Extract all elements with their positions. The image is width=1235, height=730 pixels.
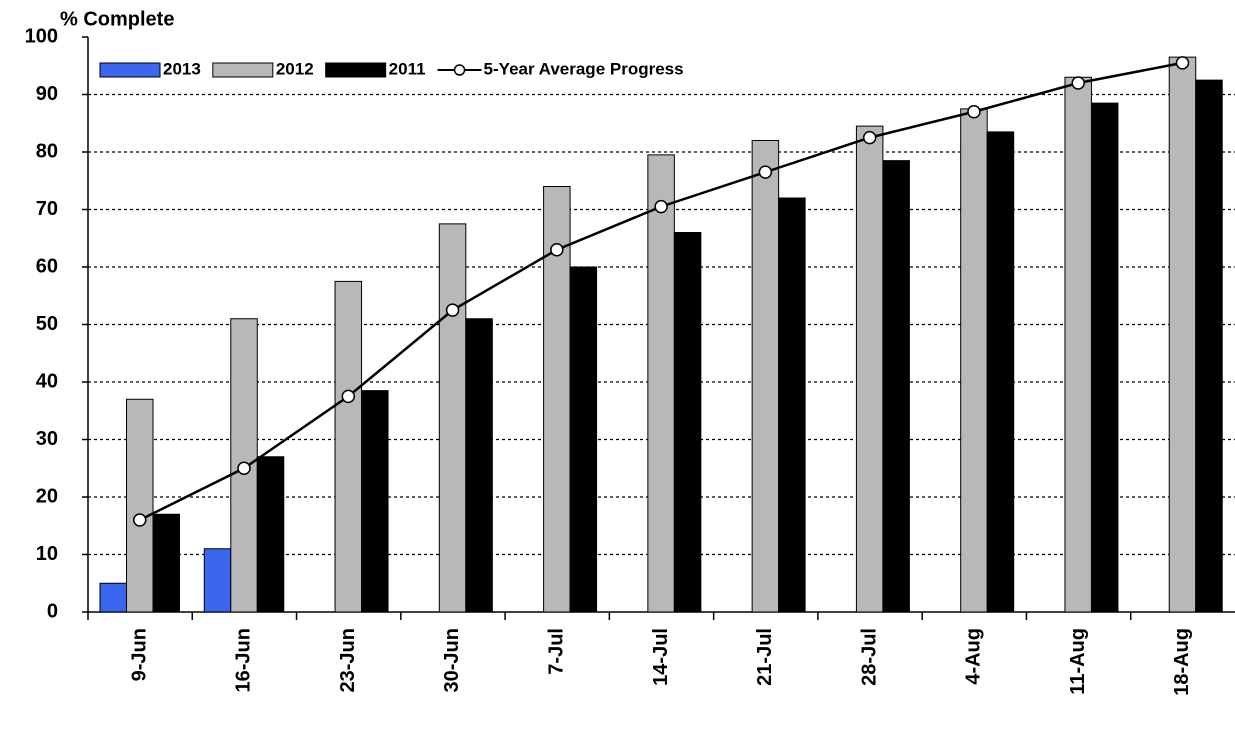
bar xyxy=(1090,102,1119,613)
line-marker xyxy=(341,389,356,404)
y-tick-label: 0 xyxy=(47,600,58,622)
x-tick-label: 4-Aug xyxy=(963,628,985,685)
legend: 2013 2012 2011 5-Year Average Progress xyxy=(99,59,684,78)
y-tick-label: 40 xyxy=(36,370,58,392)
bar xyxy=(99,582,127,613)
bar xyxy=(647,154,675,613)
bar xyxy=(986,131,1015,613)
line-marker xyxy=(1071,76,1085,90)
legend-swatch xyxy=(99,62,161,78)
bar xyxy=(1064,76,1092,613)
bar xyxy=(438,223,467,613)
bar xyxy=(855,125,884,613)
line-marker xyxy=(1175,56,1190,70)
x-tick-label: 7-Jul xyxy=(546,628,568,675)
line-marker xyxy=(967,105,981,119)
bar xyxy=(152,513,180,613)
line-marker xyxy=(654,199,668,214)
x-tick-label: 28-Jul xyxy=(858,628,880,686)
x-tick-label: 11-Aug xyxy=(1067,628,1089,695)
y-tick-label: 10 xyxy=(36,543,58,565)
bar xyxy=(960,108,988,613)
bar xyxy=(361,390,389,613)
legend-swatch xyxy=(212,62,274,78)
y-tick-label: 70 xyxy=(36,198,58,220)
bar xyxy=(126,398,154,613)
bar xyxy=(334,280,363,613)
bar xyxy=(465,318,493,613)
x-tick-label: 9-Jun xyxy=(128,628,150,681)
legend-label: 2012 xyxy=(276,59,314,78)
bar xyxy=(673,232,702,613)
bar xyxy=(256,456,285,613)
line-marker xyxy=(862,130,877,145)
y-tick-label: 20 xyxy=(36,485,58,507)
y-tick-label: 90 xyxy=(36,83,58,105)
chart-title: % Complete xyxy=(60,8,174,30)
legend-swatch xyxy=(325,62,387,78)
bar xyxy=(751,140,780,613)
legend-label: 2011 xyxy=(389,59,426,78)
bar xyxy=(778,197,806,613)
legend-marker xyxy=(453,64,466,76)
legend-label: 5-Year Average Progress xyxy=(484,59,684,78)
line-marker xyxy=(237,461,251,475)
bar xyxy=(882,160,910,613)
x-tick-label: 14-Jul xyxy=(650,628,672,686)
y-tick-label: 60 xyxy=(36,255,58,277)
legend-label: 2013 xyxy=(163,59,201,78)
bar xyxy=(569,266,598,613)
x-tick-label: 30-Jun xyxy=(441,628,463,692)
line-marker xyxy=(550,243,564,257)
y-tick-label: 50 xyxy=(36,313,58,335)
line-marker xyxy=(758,165,773,179)
x-tick-label: 16-Jun xyxy=(233,628,255,692)
x-tick-label: 18-Aug xyxy=(1171,628,1193,696)
bar xyxy=(1168,56,1197,613)
bar xyxy=(1195,79,1223,613)
y-tick-label: 80 xyxy=(36,140,58,162)
y-tick-label: 30 xyxy=(36,428,58,450)
line-marker xyxy=(445,303,460,317)
line-marker xyxy=(133,513,147,527)
y-tick-label: 100 xyxy=(25,25,58,47)
x-tick-label: 21-Jul xyxy=(754,628,776,686)
bar xyxy=(203,548,232,613)
x-tick-label: 23-Jun xyxy=(337,628,359,692)
